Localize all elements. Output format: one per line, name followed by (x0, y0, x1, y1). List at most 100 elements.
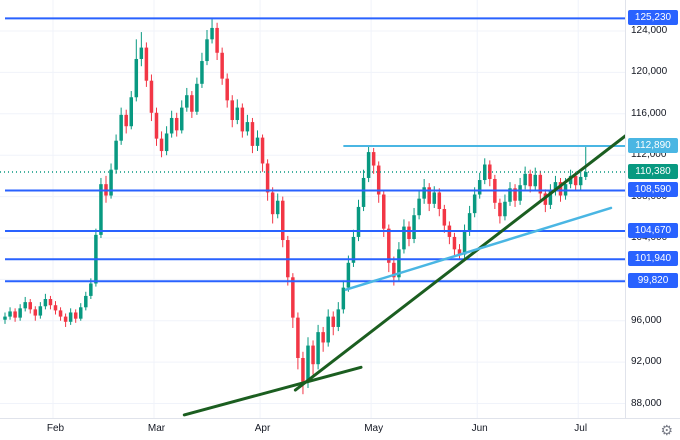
candle-body (48, 299, 53, 306)
candle-body (164, 133, 169, 152)
candle-body (28, 302, 32, 310)
candle-body (402, 226, 406, 250)
candle-body (462, 231, 467, 255)
candle-body (316, 332, 320, 365)
candle-body (548, 190, 553, 205)
candle-body (523, 173, 527, 186)
candle-body (306, 345, 310, 382)
candle-body (518, 185, 522, 201)
candle-body (452, 236, 457, 250)
candle-body (159, 138, 164, 152)
candle-body (114, 140, 118, 170)
price-line-badge: 125,230 (628, 10, 678, 26)
price-line-badge: 101,940 (628, 251, 678, 267)
candle-body (387, 228, 391, 263)
candle-body (225, 78, 229, 101)
month-label: May (364, 423, 384, 434)
candle-body (33, 309, 38, 316)
candle-body (63, 316, 68, 322)
candle-body (407, 226, 411, 240)
candle-body (235, 107, 240, 121)
price-axis[interactable]: 124,000120,000116,000112,000108,000104,0… (625, 0, 680, 418)
candle-body (326, 316, 330, 343)
candle-body (376, 165, 381, 195)
candle-body (43, 299, 48, 307)
candle-body (174, 117, 179, 131)
candle-body (488, 164, 492, 179)
candle-body (3, 316, 7, 320)
candle-body (578, 176, 583, 186)
candle-body (467, 213, 472, 232)
candle-body (215, 27, 219, 53)
price-tick-label: 116,000 (631, 107, 667, 119)
candle-body (432, 192, 436, 204)
candle-body (200, 61, 204, 84)
candle-body (79, 307, 83, 319)
candle-body (255, 137, 260, 146)
candle-body (210, 27, 214, 40)
candle-body (169, 117, 174, 134)
candle-body (265, 163, 270, 193)
candle-body (321, 332, 325, 343)
candle-body (336, 309, 341, 327)
candle-body (558, 182, 563, 196)
settings-gear-icon[interactable]: ⚙ (660, 422, 673, 438)
candle-body (240, 107, 245, 132)
candle-body (457, 249, 462, 255)
candle-body (275, 200, 280, 215)
candle-body (503, 201, 507, 217)
price-line-badge: 104,670 (628, 223, 678, 239)
candle-body (190, 95, 194, 112)
candle-body (220, 52, 224, 79)
candle-body (584, 171, 588, 177)
support-trendline-short[interactable] (182, 365, 363, 417)
candle-body (281, 200, 285, 241)
candle-body (341, 287, 346, 310)
candle-body (139, 47, 144, 59)
current-price-badge: 110,380 (628, 163, 678, 179)
candle-body (508, 188, 512, 202)
support-trendline-cyan[interactable] (344, 206, 613, 291)
candle-body (23, 302, 27, 309)
month-label: Mar (147, 423, 166, 434)
candle-body (533, 174, 537, 187)
price-tick-label: 96,000 (631, 314, 662, 326)
candle-body (366, 152, 371, 178)
candle-body (538, 174, 543, 194)
candle-body (412, 215, 416, 240)
candle-body (382, 194, 386, 229)
candle-body (195, 83, 199, 112)
candle-body (361, 177, 366, 207)
candle-body (311, 345, 315, 365)
candle-body (477, 180, 482, 195)
candle-body (568, 175, 573, 185)
price-tick-label: 92,000 (631, 356, 662, 368)
candle-body (18, 308, 22, 318)
candle-body (250, 122, 255, 146)
candle-body (245, 122, 250, 132)
candle-body (89, 283, 93, 296)
candle-body (528, 173, 532, 187)
candle-body (356, 206, 361, 237)
candle-body (230, 100, 234, 121)
candle-body (185, 95, 189, 108)
candle-body (124, 114, 128, 127)
candle-body (573, 175, 578, 186)
time-axis[interactable]: ⚙ Feb Mar Apr May Jun Jul (0, 418, 680, 440)
candle-body (13, 311, 17, 318)
price-line-badge: 112,890 (628, 137, 678, 153)
candle-body (513, 188, 517, 201)
candle-body (270, 192, 275, 215)
candle-body (180, 107, 184, 131)
month-label: Jul (574, 423, 588, 434)
price-tick-label: 120,000 (631, 66, 668, 78)
candle-body (38, 306, 43, 316)
candlestick-plot[interactable] (0, 0, 625, 418)
price-tick-label: 124,000 (631, 25, 668, 37)
candle-body (397, 249, 401, 278)
support-trendline-long[interactable] (293, 131, 625, 392)
candle-body (427, 187, 431, 204)
candle-body (149, 80, 154, 113)
candle-body (331, 316, 335, 327)
